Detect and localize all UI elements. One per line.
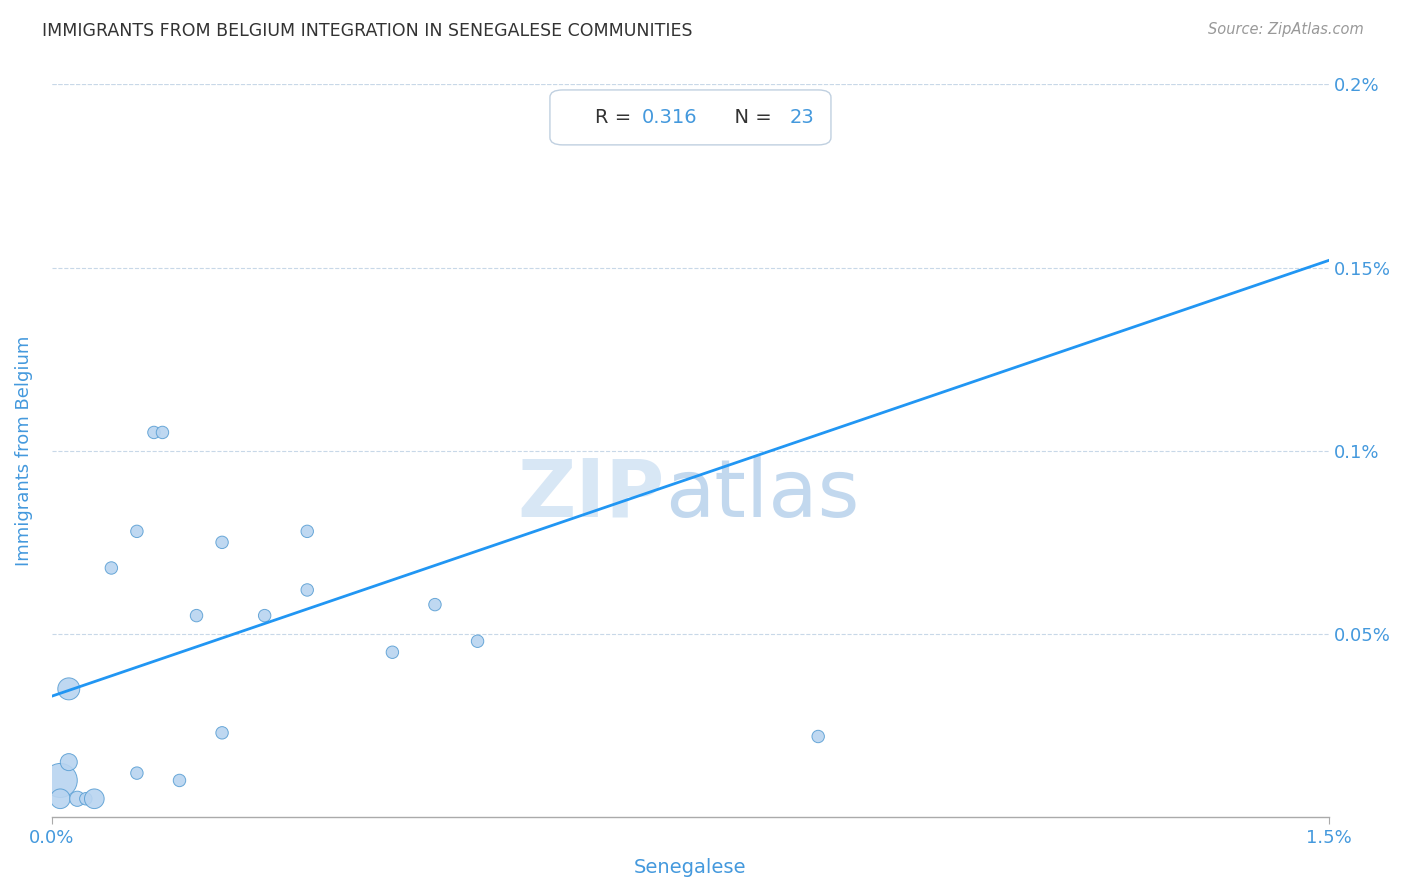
Point [253, 608, 276, 623]
Point [381, 645, 404, 659]
Point [125, 766, 148, 780]
Point [58, 755, 80, 769]
Point [49, 791, 72, 805]
Text: 23: 23 [790, 108, 815, 127]
Point [423, 598, 446, 612]
Text: 0.316: 0.316 [643, 108, 697, 127]
Y-axis label: Immigrants from Belgium: Immigrants from Belgium [15, 335, 32, 566]
Point [125, 524, 148, 539]
Point [169, 773, 191, 788]
FancyBboxPatch shape [550, 90, 831, 145]
Text: ZIP: ZIP [517, 456, 665, 533]
X-axis label: Senegalese: Senegalese [634, 858, 747, 877]
Point [49, 773, 72, 788]
Text: N =: N = [723, 108, 779, 127]
Point [467, 634, 489, 648]
Point [211, 535, 233, 549]
Point [807, 730, 830, 744]
Point [66, 791, 89, 805]
Point [297, 582, 319, 597]
Point [58, 681, 80, 696]
Text: R =: R = [595, 108, 637, 127]
Point [186, 608, 208, 623]
Text: IMMIGRANTS FROM BELGIUM INTEGRATION IN SENEGALESE COMMUNITIES: IMMIGRANTS FROM BELGIUM INTEGRATION IN S… [42, 22, 693, 40]
Point [211, 726, 233, 740]
Point [83, 791, 105, 805]
Text: Source: ZipAtlas.com: Source: ZipAtlas.com [1208, 22, 1364, 37]
Text: atlas: atlas [665, 456, 859, 533]
Point [152, 425, 174, 440]
Point [100, 561, 122, 575]
Point [75, 791, 97, 805]
Point [142, 425, 165, 440]
Point [297, 524, 319, 539]
